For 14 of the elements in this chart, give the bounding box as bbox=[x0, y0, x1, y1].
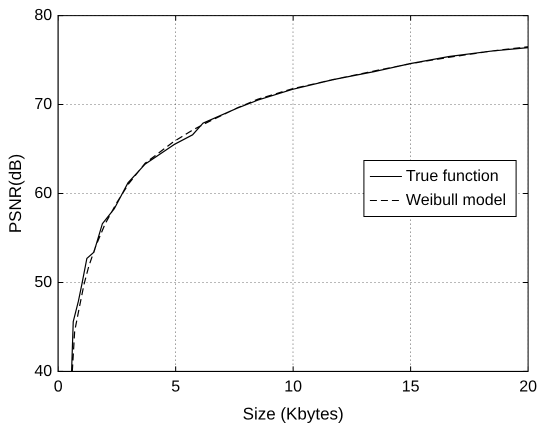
x-axis-title: Size (Kbytes) bbox=[242, 404, 344, 424]
y-tick-label: 60 bbox=[34, 184, 52, 202]
y-tick-label: 80 bbox=[34, 7, 52, 24]
x-tick-label: 20 bbox=[519, 378, 538, 396]
x-tick-label: 5 bbox=[171, 378, 180, 396]
y-tick-label: 50 bbox=[34, 274, 52, 291]
y-axis-title: PSNR(dB) bbox=[6, 154, 25, 234]
legend-label: True function bbox=[406, 168, 499, 185]
legend-label: Weibull model bbox=[406, 192, 506, 209]
x-tick-label: 15 bbox=[402, 378, 420, 396]
y-tick-label: 40 bbox=[34, 362, 52, 380]
x-tick-label: 10 bbox=[284, 378, 302, 396]
x-tick-label: 0 bbox=[54, 378, 63, 396]
y-tick-label: 70 bbox=[34, 96, 52, 113]
